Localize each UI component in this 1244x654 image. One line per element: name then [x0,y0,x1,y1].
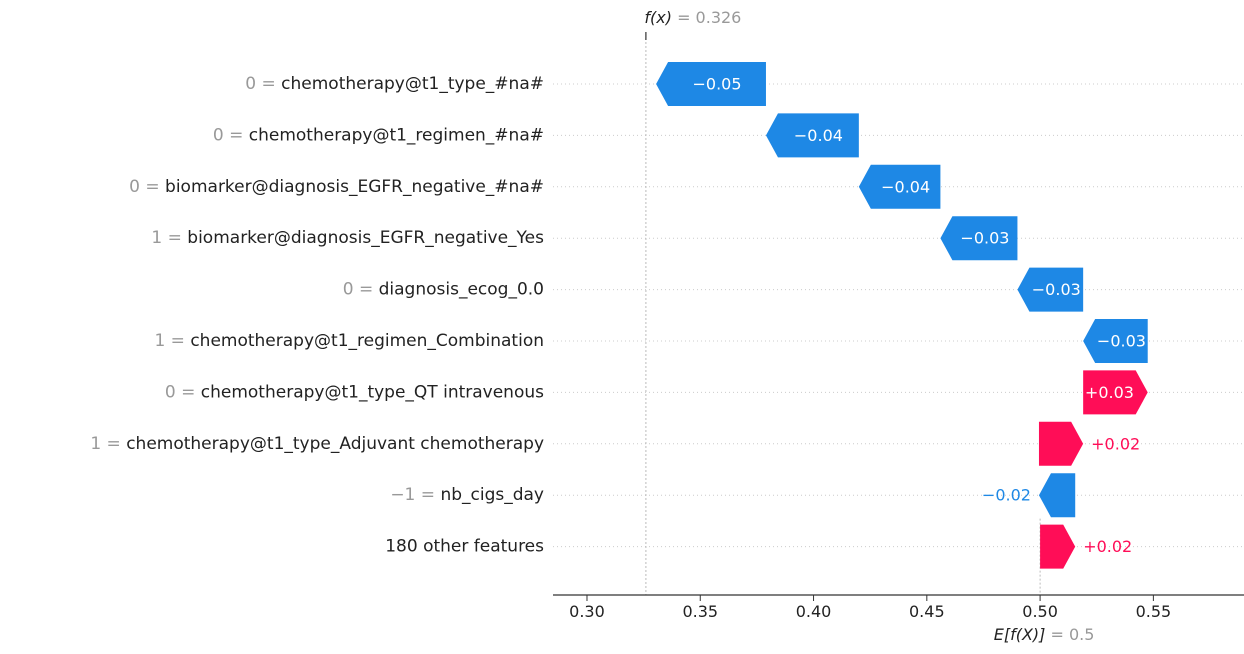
feature-name: biomarker@diagnosis_EGFR_negative_Yes [187,228,544,248]
feature-value: 0 = [343,280,379,300]
negative-bar [940,216,1018,261]
bar-value-label: +0.02 [1091,434,1140,453]
negative-bar [858,164,941,209]
feature-label: −1 = nb_cigs_day [390,485,544,505]
positive-bar [1040,524,1076,569]
feature-value: −1 = [390,485,440,505]
bar-value-label: −0.03 [1097,332,1146,351]
feature-label: 0 = chemotherapy@t1_regimen_#na# [213,125,544,145]
feature-name: 180 other features [385,537,544,557]
feature-value: 0 = [213,125,249,145]
bar-value-label: −0.04 [794,126,843,145]
feature-name: chemotherapy@t1_type_QT intravenous [201,382,544,402]
grid-layer [553,38,1244,595]
feature-name: chemotherapy@t1_regimen_Combination [190,331,544,351]
positive-bar [1038,421,1084,466]
negative-bar [1083,319,1148,363]
feature-value: 0 = [165,382,201,402]
bar-value-label: −0.03 [1032,280,1081,299]
x-tick-label: 0.45 [909,602,945,621]
feature-label: 1 = chemotherapy@t1_type_Adjuvant chemot… [90,434,544,454]
negative-bar [656,62,766,106]
feature-name: chemotherapy@t1_type_#na# [281,74,544,94]
feature-value: 0 = [129,177,165,197]
bar-value-label: −0.03 [960,229,1009,248]
feature-name: diagnosis_ecog_0.0 [379,280,544,300]
x-tick-label: 0.30 [569,602,605,621]
negative-bar [765,113,859,158]
x-tick-label: 0.35 [682,602,718,621]
bar-value-label: +0.02 [1083,537,1132,556]
x-axis: 0.30 0.35 0.40 0.45 0.50 0.55 E[f(X)] = 0.5 f(x… [553,8,1244,644]
feature-label: 0 = biomarker@diagnosis_EGFR_negative_#n… [129,177,544,197]
feature-value: 1 = [151,228,187,248]
feature-value: 1 = [154,331,190,351]
x-tick-label: 0.50 [1022,602,1058,621]
feature-name: chemotherapy@t1_regimen_#na# [249,125,544,145]
feature-label: 0 = diagnosis_ecog_0.0 [343,280,544,300]
feature-labels: 0 = chemotherapy@t1_type_#na#0 = chemoth… [90,74,544,557]
feature-name: biomarker@diagnosis_EGFR_negative_#na# [165,177,544,197]
feature-label: 1 = biomarker@diagnosis_EGFR_negative_Ye… [151,228,544,248]
bar-value-label: −0.04 [881,177,930,196]
base-value-label: E[f(X)] = 0.5 [994,625,1095,644]
feature-label: 1 = chemotherapy@t1_regimen_Combination [154,331,544,351]
feature-name: chemotherapy@t1_type_Adjuvant chemothera… [126,434,544,454]
feature-value: 0 = [245,74,281,94]
negative-bar [1017,267,1084,312]
x-tick-label: 0.40 [796,602,832,621]
output-value-label: f(x) = 0.326 [644,8,741,27]
feature-value: 1 = [90,434,126,454]
feature-label: 180 other features [385,537,544,557]
x-tick-label: 0.55 [1136,602,1172,621]
positive-bar [1083,370,1148,415]
bar-value-label: +0.03 [1085,383,1134,402]
feature-name: nb_cigs_day [440,485,544,505]
bars-layer: −0.05 −0.04 −0.04 −0.03 −0.03 −0.03 +0.03 +0.02… [656,62,1148,569]
bar-value-label: −0.05 [693,75,742,94]
feature-label: 0 = chemotherapy@t1_type_QT intravenous [165,382,544,402]
negative-bar [1038,473,1076,518]
bar-value-label: −0.02 [982,486,1031,505]
feature-label: 0 = chemotherapy@t1_type_#na# [245,74,544,94]
